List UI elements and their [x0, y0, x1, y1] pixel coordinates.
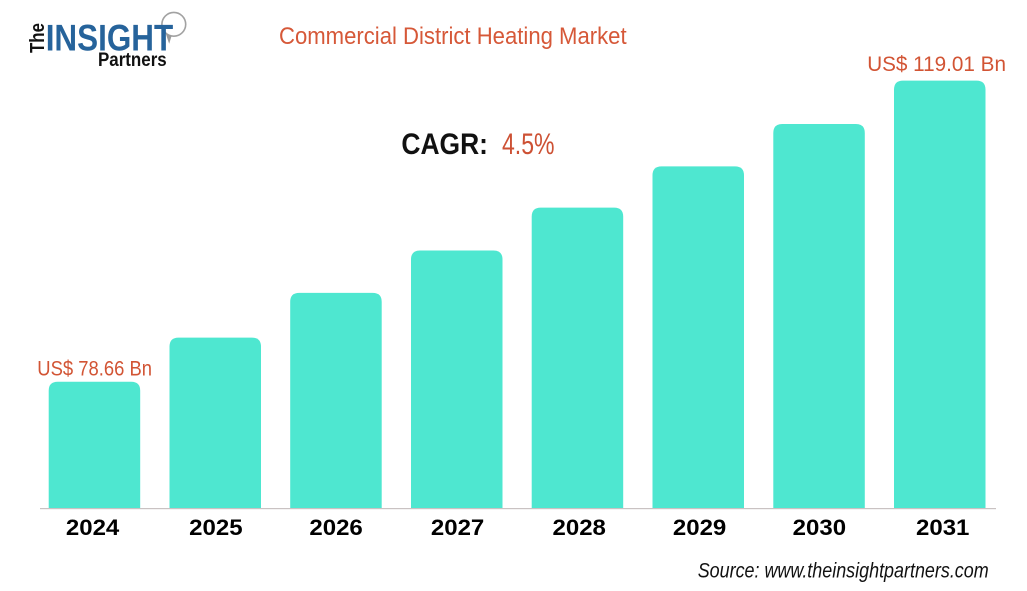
svg-text:2025: 2025: [189, 515, 242, 540]
svg-text:Partners: Partners: [98, 49, 167, 71]
svg-text:2026: 2026: [309, 515, 362, 540]
svg-text:4.5%: 4.5%: [502, 128, 555, 161]
svg-text:Commercial District Heating Ma: Commercial District Heating Market: [279, 23, 627, 50]
svg-text:INSIGHT: INSIGHT: [46, 18, 174, 59]
svg-text:2030: 2030: [793, 515, 846, 540]
svg-text:2028: 2028: [553, 515, 606, 540]
svg-text:US$ 78.66 Bn: US$ 78.66 Bn: [37, 358, 152, 381]
svg-text:The: The: [27, 23, 49, 53]
svg-text:CAGR:: CAGR:: [401, 128, 488, 161]
svg-text:US$ 119.01 Bn: US$ 119.01 Bn: [867, 53, 1006, 76]
svg-text:2031: 2031: [916, 515, 969, 540]
svg-text:Source: www.theinsightpartners: Source: www.theinsightpartners.com: [698, 559, 989, 582]
svg-text:2024: 2024: [66, 515, 120, 540]
svg-text:2027: 2027: [431, 515, 484, 540]
svg-text:2029: 2029: [673, 515, 726, 540]
